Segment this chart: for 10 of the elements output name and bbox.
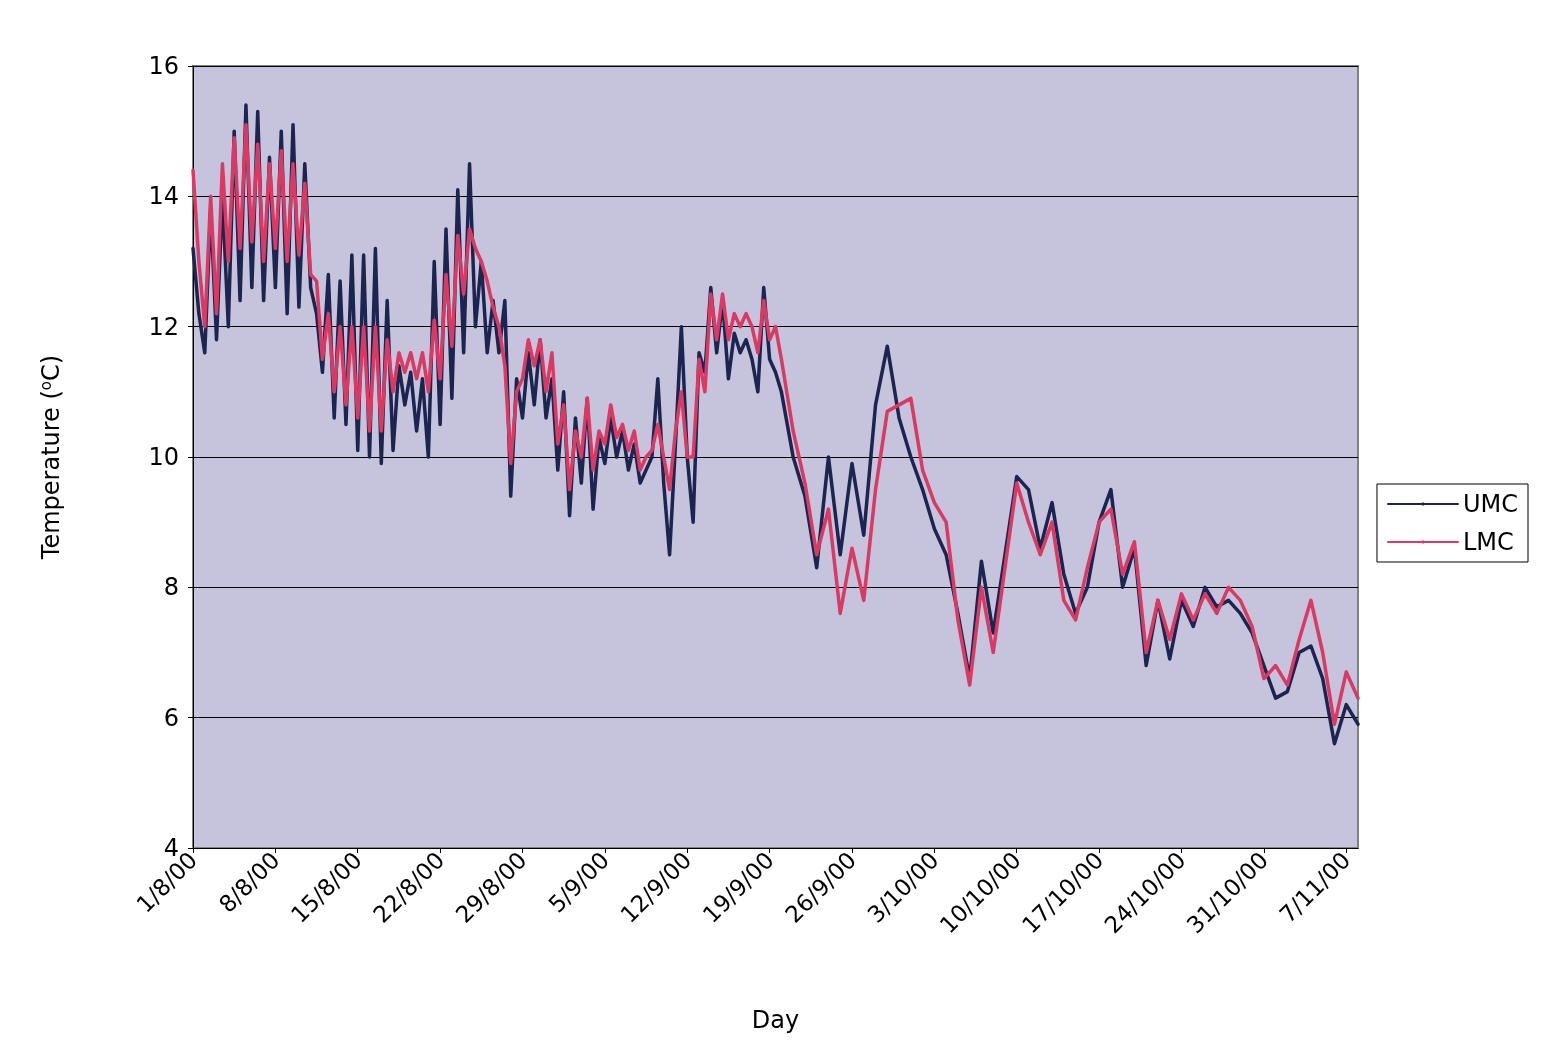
y-tick-label: 16 [148,52,179,80]
legend-label: LMC [1462,528,1514,556]
y-tick-label: 14 [148,182,179,211]
y-tick-label: 12 [148,312,179,341]
y-tick-label: 10 [148,443,179,471]
y-tick-label: 8 [163,573,179,602]
y-axis-title: Temperature (oC) [36,354,65,561]
x-axis-title: Day [751,1006,800,1034]
y-tick-label: 6 [163,703,179,732]
legend-label: UMC [1462,490,1518,518]
